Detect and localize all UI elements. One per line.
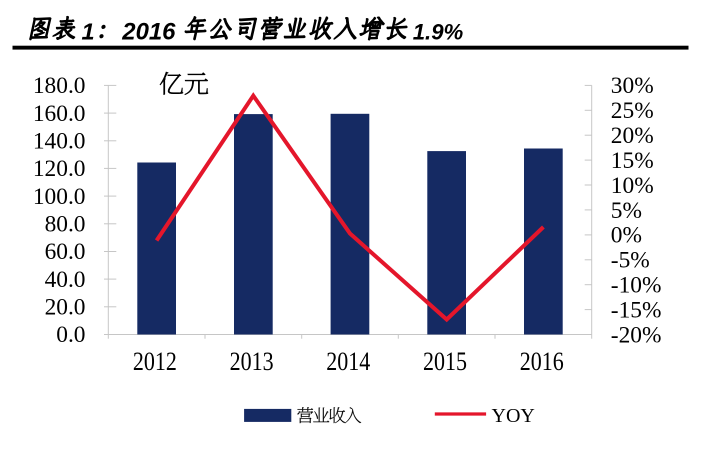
svg-text:1.9%: 1.9% (413, 19, 464, 44)
svg-text:1: 1 (82, 18, 95, 44)
svg-text:80.0: 80.0 (45, 212, 86, 238)
svg-text:15%: 15% (611, 148, 654, 174)
svg-text:20%: 20% (611, 123, 654, 149)
svg-text:YOY: YOY (492, 405, 535, 427)
svg-text:180.0: 180.0 (33, 73, 86, 99)
svg-text:2014: 2014 (326, 346, 370, 376)
svg-text:60.0: 60.0 (45, 239, 86, 265)
svg-text:30%: 30% (611, 73, 654, 99)
svg-text:25%: 25% (611, 98, 654, 124)
svg-text:-20%: -20% (611, 322, 662, 348)
svg-text:2012: 2012 (133, 346, 177, 376)
svg-text:0.0: 0.0 (56, 322, 85, 348)
svg-text:5%: 5% (611, 198, 642, 224)
svg-text:100.0: 100.0 (33, 184, 86, 210)
svg-text:2015: 2015 (423, 346, 467, 376)
svg-text:2016: 2016 (121, 18, 176, 45)
svg-text:120.0: 120.0 (33, 156, 86, 182)
svg-text:2016: 2016 (520, 346, 564, 376)
svg-text:-15%: -15% (611, 297, 662, 323)
svg-text:40.0: 40.0 (45, 267, 86, 293)
svg-text:20.0: 20.0 (45, 295, 86, 321)
svg-text:160.0: 160.0 (33, 101, 86, 127)
svg-text:-5%: -5% (611, 248, 650, 274)
svg-text:2013: 2013 (230, 346, 274, 376)
svg-text:0%: 0% (611, 223, 642, 249)
svg-text:140.0: 140.0 (33, 129, 86, 155)
svg-text:10%: 10% (611, 173, 654, 199)
svg-text:-10%: -10% (611, 273, 662, 299)
